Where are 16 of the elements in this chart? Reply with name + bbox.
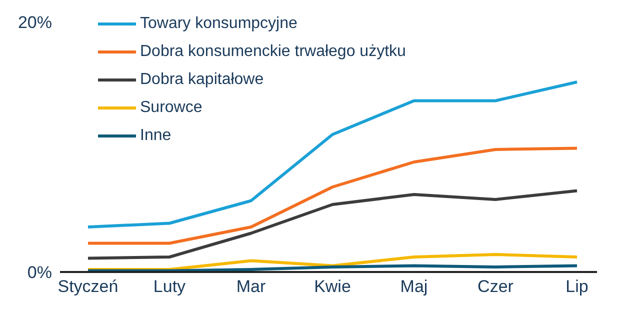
line-series	[86, 189, 578, 260]
x-tick-label: Luty	[153, 277, 186, 296]
legend-label: Towary konsumpcyjne	[140, 15, 298, 33]
legend-label: Inne	[140, 127, 172, 145]
x-tick-label: Czer	[478, 277, 514, 296]
x-tick-label: Kwie	[314, 277, 351, 296]
line-series	[86, 146, 578, 245]
y-tick-label: 0%	[27, 263, 52, 282]
legend-label: Dobra kapitałowe	[140, 71, 264, 89]
x-tick-label: Mar	[236, 277, 266, 296]
x-tick-label: Maj	[400, 277, 428, 296]
x-tick-label: Styczeń	[58, 277, 118, 296]
x-tick-label: Lip	[566, 277, 588, 296]
legend-label: Dobra konsumenckie trwałego użytku	[140, 43, 406, 61]
legend-label: Surowce	[140, 99, 202, 117]
y-tick-label: 20%	[18, 13, 52, 32]
